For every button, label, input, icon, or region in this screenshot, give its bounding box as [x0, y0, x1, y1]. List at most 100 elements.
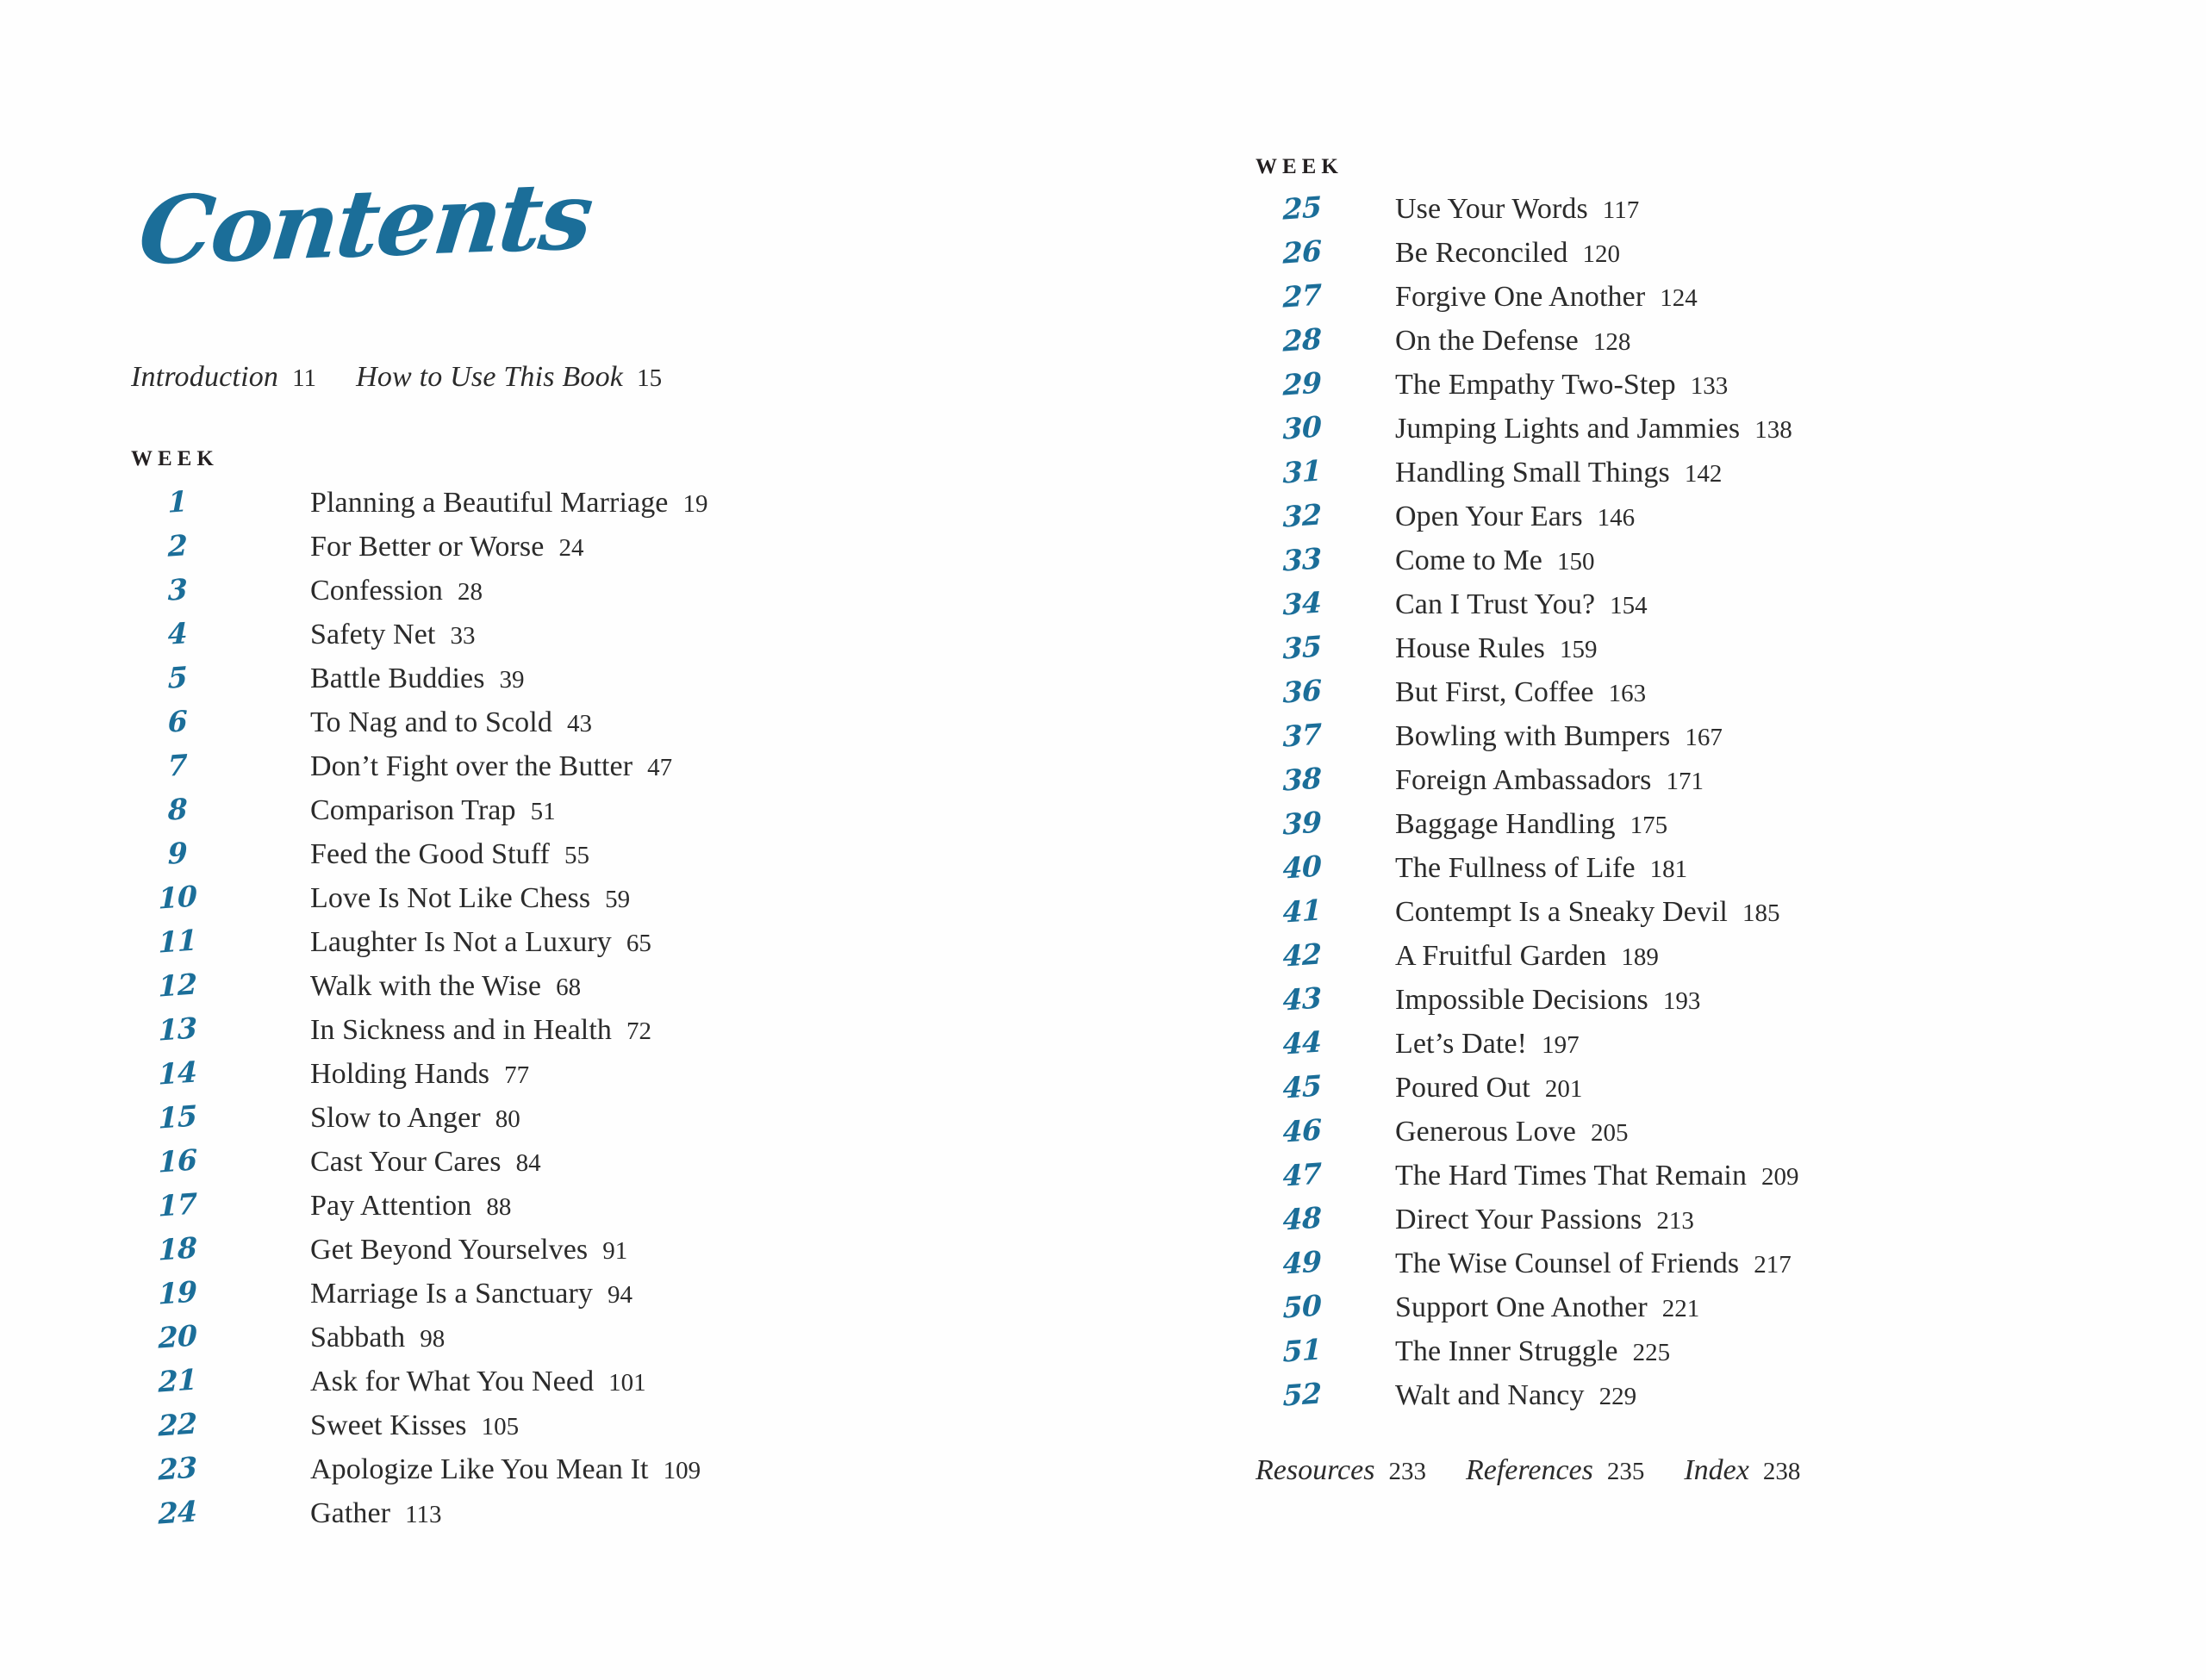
toc-entry[interactable]: 21 Ask for What You Need 101	[129, 1362, 1155, 1408]
toc-entry-number: 40	[1282, 849, 1322, 886]
toc-entry[interactable]: 9 Feed the Good Stuff 55	[129, 836, 1155, 880]
toc-entry-number: 19	[158, 1274, 197, 1311]
toc-entry-title: Direct Your Passions	[1395, 1204, 1642, 1235]
back-matter-label[interactable]: Resources	[1256, 1454, 1375, 1486]
toc-entry-number: 32	[1282, 497, 1322, 534]
toc-entry[interactable]: 34 Can I Trust You? 154	[1254, 585, 2124, 631]
toc-entry-title: House Rules	[1395, 632, 1545, 664]
toc-entry[interactable]: 44 Let’s Date! 197	[1254, 1024, 2124, 1070]
toc-entry[interactable]: 15 Slow to Anger 80	[129, 1098, 1155, 1144]
toc-entry-page-number: 175	[1630, 812, 1668, 839]
back-matter-label[interactable]: Index	[1684, 1454, 1749, 1486]
toc-entry-number: 34	[1282, 585, 1322, 622]
toc-entry[interactable]: 5 Battle Buddies 39	[129, 660, 1155, 705]
toc-entry[interactable]: 31 Handling Small Things 142	[1254, 453, 2124, 499]
toc-entry-page-number: 167	[1685, 724, 1723, 751]
toc-entry[interactable]: 48 Direct Your Passions 213	[1254, 1200, 2124, 1246]
toc-entry[interactable]: 8 Comparison Trap 51	[129, 792, 1155, 837]
toc-entry[interactable]: 20 Sabbath 98	[129, 1318, 1155, 1364]
toc-entry[interactable]: 40 The Fullness of Life 181	[1254, 849, 2124, 894]
toc-entry[interactable]: 28 On the Defense 128	[1254, 321, 2124, 367]
toc-entry-title: Impossible Decisions	[1395, 984, 1648, 1016]
toc-entry[interactable]: 7 Don’t Fight over the Butter 47	[129, 748, 1155, 793]
toc-entry-number: 2	[167, 528, 188, 563]
toc-entry-page-number: 221	[1661, 1295, 1700, 1322]
toc-entry-number: 16	[158, 1142, 197, 1179]
toc-entry[interactable]: 36 But First, Coffee 163	[1254, 673, 2124, 719]
toc-entry[interactable]: 18 Get Beyond Yourselves 91	[129, 1230, 1155, 1276]
toc-entry[interactable]: 37 Bowling with Bumpers 167	[1254, 717, 2124, 762]
toc-entry-number: 1	[167, 484, 188, 520]
toc-entry-title: Comparison Trap	[310, 794, 516, 826]
toc-entry[interactable]: 46 Generous Love 205	[1254, 1112, 2124, 1158]
toc-entry-page-number: 138	[1754, 416, 1792, 444]
toc-entry[interactable]: 30 Jumping Lights and Jammies 138	[1254, 409, 2124, 455]
toc-entry-title: The Empathy Two-Step	[1395, 369, 1676, 401]
toc-entry[interactable]: 13 In Sickness and in Health 72	[129, 1011, 1155, 1056]
toc-entry[interactable]: 25 Use Your Words 117	[1254, 190, 2124, 235]
toc-entry-title: Love Is Not Like Chess	[310, 882, 591, 914]
toc-entry-number: 21	[158, 1362, 197, 1399]
toc-entry-page-number: 197	[1542, 1031, 1580, 1059]
back-matter-label[interactable]: References	[1465, 1454, 1593, 1486]
toc-entry-title: Come to Me	[1395, 544, 1542, 576]
toc-entry[interactable]: 39 Baggage Handling 175	[1254, 805, 2124, 850]
toc-entry-title: Sabbath	[310, 1322, 406, 1353]
toc-entry-number: 28	[1282, 321, 1322, 358]
toc-entry-number: 51	[1282, 1332, 1322, 1369]
toc-entry-page-number: 113	[405, 1501, 442, 1528]
toc-entry[interactable]: 22 Sweet Kisses 105	[129, 1406, 1155, 1452]
toc-entry-number: 41	[1282, 893, 1322, 930]
toc-entry[interactable]: 24 Gather 113	[129, 1494, 1155, 1540]
toc-entry[interactable]: 49 The Wise Counsel of Friends 217	[1254, 1244, 2124, 1290]
toc-entry[interactable]: 6 To Nag and to Scold 43	[129, 704, 1155, 749]
toc-entry[interactable]: 29 The Empathy Two-Step 133	[1254, 365, 2124, 411]
toc-entry[interactable]: 12 Walk with the Wise 68	[129, 967, 1155, 1012]
toc-entry[interactable]: 23 Apologize Like You Mean It 109	[129, 1450, 1155, 1496]
toc-entry[interactable]: 16 Cast Your Cares 84	[129, 1142, 1155, 1188]
toc-entry-title: Gather	[310, 1497, 391, 1529]
toc-entry[interactable]: 45 Poured Out 201	[1254, 1068, 2124, 1114]
front-matter-page-number: 11	[292, 364, 317, 392]
front-matter-label[interactable]: Introduction	[131, 361, 279, 393]
front-matter-page-number: 15	[637, 364, 663, 392]
left-column: Contents Introduction 11 How to Use This B…	[129, 162, 1155, 1540]
toc-entry[interactable]: 4 Safety Net 33	[129, 616, 1155, 661]
toc-entry[interactable]: 42 A Fruitful Garden 189	[1254, 936, 2124, 982]
toc-entry[interactable]: 43 Impossible Decisions 193	[1254, 980, 2124, 1026]
toc-entry[interactable]: 47 The Hard Times That Remain 209	[1254, 1156, 2124, 1202]
toc-entry[interactable]: 1 Planning a Beautiful Marriage 19	[129, 484, 1155, 529]
toc-entry[interactable]: 2 For Better or Worse 24	[129, 528, 1155, 573]
toc-entry[interactable]: 17 Pay Attention 88	[129, 1186, 1155, 1232]
toc-entry-title: Safety Net	[310, 619, 436, 650]
toc-entry-page-number: 80	[495, 1105, 520, 1133]
toc-entry[interactable]: 52 Walt and Nancy 229	[1254, 1376, 2124, 1422]
toc-entry-title: Contempt Is a Sneaky Devil	[1395, 896, 1728, 928]
toc-entry[interactable]: 3 Confession 28	[129, 572, 1155, 617]
toc-entry-page-number: 189	[1621, 943, 1659, 971]
back-matter-line: Resources 233 References 235 Index 238	[1256, 1454, 2124, 1487]
toc-entry-number: 14	[158, 1055, 197, 1092]
front-matter-label[interactable]: How to Use This Book	[356, 361, 624, 393]
toc-entry[interactable]: 33 Come to Me 150	[1254, 541, 2124, 587]
toc-entry-number: 45	[1282, 1068, 1322, 1105]
toc-entry-page-number: 217	[1754, 1251, 1792, 1279]
toc-entry[interactable]: 10 Love Is Not Like Chess 59	[129, 879, 1155, 924]
toc-entry[interactable]: 26 Be Reconciled 120	[1254, 233, 2124, 279]
toc-entry[interactable]: 51 The Inner Struggle 225	[1254, 1332, 2124, 1378]
toc-entry-number: 24	[158, 1494, 197, 1531]
toc-entry-number: 17	[158, 1186, 197, 1223]
toc-entry[interactable]: 32 Open Your Ears 146	[1254, 497, 2124, 543]
toc-entry-number: 23	[158, 1450, 197, 1487]
toc-entry[interactable]: 11 Laughter Is Not a Luxury 65	[129, 923, 1155, 968]
toc-entry[interactable]: 19 Marriage Is a Sanctuary 94	[129, 1274, 1155, 1320]
toc-entry-page-number: 109	[663, 1457, 701, 1484]
toc-entry[interactable]: 14 Holding Hands 77	[129, 1055, 1155, 1100]
toc-entry-number: 33	[1282, 541, 1322, 578]
toc-entry-number: 10	[158, 879, 197, 916]
toc-entry[interactable]: 35 House Rules 159	[1254, 629, 2124, 675]
toc-entry[interactable]: 50 Support One Another 221	[1254, 1288, 2124, 1334]
toc-entry[interactable]: 27 Forgive One Another 124	[1254, 277, 2124, 323]
toc-entry[interactable]: 41 Contempt Is a Sneaky Devil 185	[1254, 893, 2124, 938]
toc-entry[interactable]: 38 Foreign Ambassadors 171	[1254, 761, 2124, 806]
